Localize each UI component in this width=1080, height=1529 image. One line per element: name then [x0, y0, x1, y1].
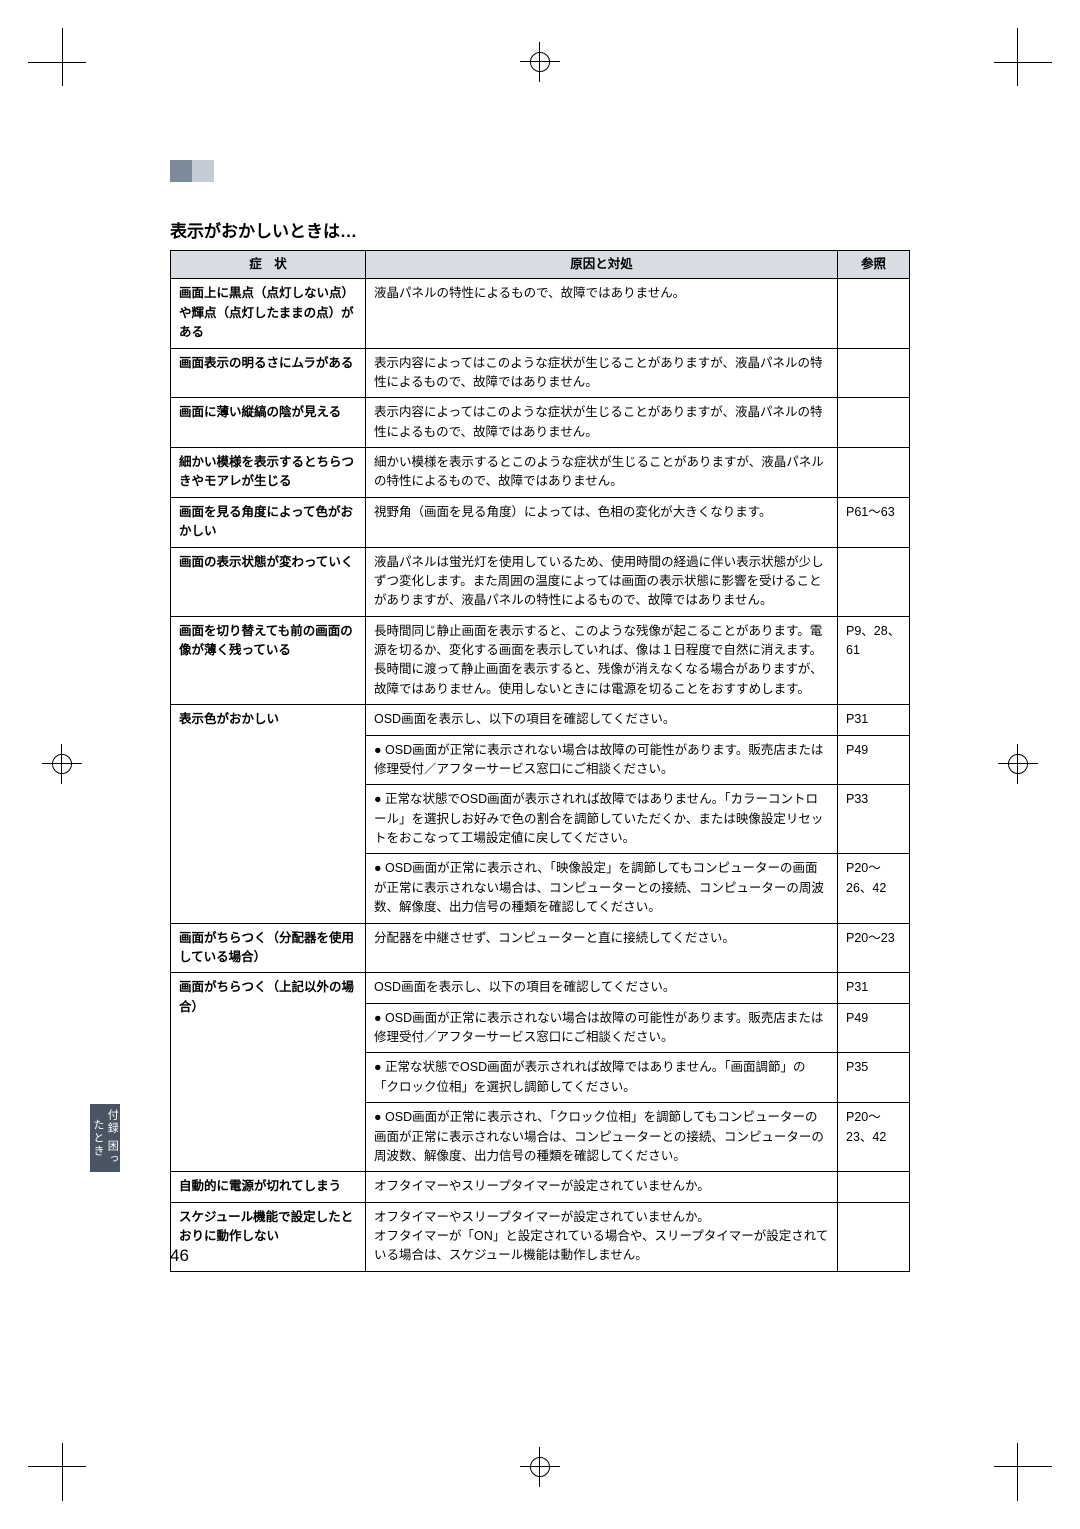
troubleshoot-table: 症 状 原因と対処 参照 画面上に黒点（点灯しない点）や輝点（点灯したままの点）…: [170, 250, 910, 1272]
th-ref: 参照: [838, 251, 910, 279]
table-ref: P35: [838, 1053, 910, 1103]
table-ref: P20～23: [838, 923, 910, 973]
table-symptom: 画面表示の明るさにムラがある: [171, 348, 366, 398]
table-cause: 液晶パネルの特性によるもので、故障ではありません。: [366, 279, 838, 348]
table-ref: [838, 348, 910, 398]
table-cause: ● OSD画面が正常に表示されない場合は故障の可能性があります。販売店または修理…: [366, 1003, 838, 1053]
table-ref: [838, 1202, 910, 1271]
th-symptom: 症 状: [171, 251, 366, 279]
table-cause: オフタイマーやスリープタイマーが設定されていませんか。: [366, 1172, 838, 1202]
table-cause: 表示内容によってはこのような症状が生じることがありますが、液晶パネルの特性による…: [366, 348, 838, 398]
table-cause: OSD画面を表示し、以下の項目を確認してください。: [366, 973, 838, 1003]
header-accent: [170, 160, 192, 182]
table-symptom: 表示色がおかしい: [171, 705, 366, 923]
table-cause: ● OSD画面が正常に表示され、「クロック位相」を調節してもコンピューターの画面…: [366, 1103, 838, 1172]
table-ref: P31: [838, 705, 910, 735]
table-ref: [838, 1172, 910, 1202]
table-ref: [838, 448, 910, 498]
table-ref: P20～26、42: [838, 854, 910, 923]
table-symptom: 画面に薄い縦縞の陰が見える: [171, 398, 366, 448]
table-symptom: 画面がちらつく（分配器を使用している場合）: [171, 923, 366, 973]
table-cause: 表示内容によってはこのような症状が生じることがありますが、液晶パネルの特性による…: [366, 398, 838, 448]
table-cause: 視野角（画面を見る角度）によっては、色相の変化が大きくなります。: [366, 497, 838, 547]
table-cause: OSD画面を表示し、以下の項目を確認してください。: [366, 705, 838, 735]
table-symptom: 画面がちらつく（上記以外の場合）: [171, 973, 366, 1172]
table-symptom: 画面を見る角度によって色がおかしい: [171, 497, 366, 547]
page-number: 46: [170, 1246, 189, 1266]
table-ref: P9、28、61: [838, 616, 910, 705]
table-symptom: 画面を切り替えても前の画面の像が薄く残っている: [171, 616, 366, 705]
table-cause: ● 正常な状態でOSD画面が表示されれば故障ではありません。「画面調節」の「クロ…: [366, 1053, 838, 1103]
table-symptom: 細かい模様を表示するとちらつきやモアレが生じる: [171, 448, 366, 498]
table-symptom: 自動的に電源が切れてしまう: [171, 1172, 366, 1202]
table-ref: [838, 279, 910, 348]
table-symptom: 画面上に黒点（点灯しない点）や輝点（点灯したままの点）がある: [171, 279, 366, 348]
table-cause: 分配器を中継させず、コンピューターと直に接続してください。: [366, 923, 838, 973]
section-title: 表示がおかしいときは…: [170, 217, 910, 242]
table-ref: [838, 547, 910, 616]
table-cause: オフタイマーやスリープタイマーが設定されていませんか。 オフタイマーが「ON」と…: [366, 1202, 838, 1271]
table-symptom: スケジュール機能で設定したとおりに動作しない: [171, 1202, 366, 1271]
table-ref: P31: [838, 973, 910, 1003]
table-cause: ● OSD画面が正常に表示され、「映像設定」を調節してもコンピューターの画面が正…: [366, 854, 838, 923]
table-symptom: 画面の表示状態が変わっていく: [171, 547, 366, 616]
table-cause: ● OSD画面が正常に表示されない場合は故障の可能性があります。販売店または修理…: [366, 735, 838, 785]
side-tab: 付録 困ったとき: [90, 1104, 120, 1172]
table-ref: P49: [838, 1003, 910, 1053]
table-cause: 長時間同じ静止画面を表示すると、このような残像が起こることがあります。電源を切る…: [366, 616, 838, 705]
table-ref: [838, 398, 910, 448]
table-cause: ● 正常な状態でOSD画面が表示されれば故障ではありません。「カラーコントロール…: [366, 785, 838, 854]
table-cause: 液晶パネルは蛍光灯を使用しているため、使用時間の経過に伴い表示状態が少しずつ変化…: [366, 547, 838, 616]
table-ref: P49: [838, 735, 910, 785]
table-ref: P33: [838, 785, 910, 854]
table-ref: P61～63: [838, 497, 910, 547]
table-ref: P20～23、42: [838, 1103, 910, 1172]
table-cause: 細かい模様を表示するとこのような症状が生じることがありますが、液晶パネルの特性に…: [366, 448, 838, 498]
th-cause: 原因と対処: [366, 251, 838, 279]
